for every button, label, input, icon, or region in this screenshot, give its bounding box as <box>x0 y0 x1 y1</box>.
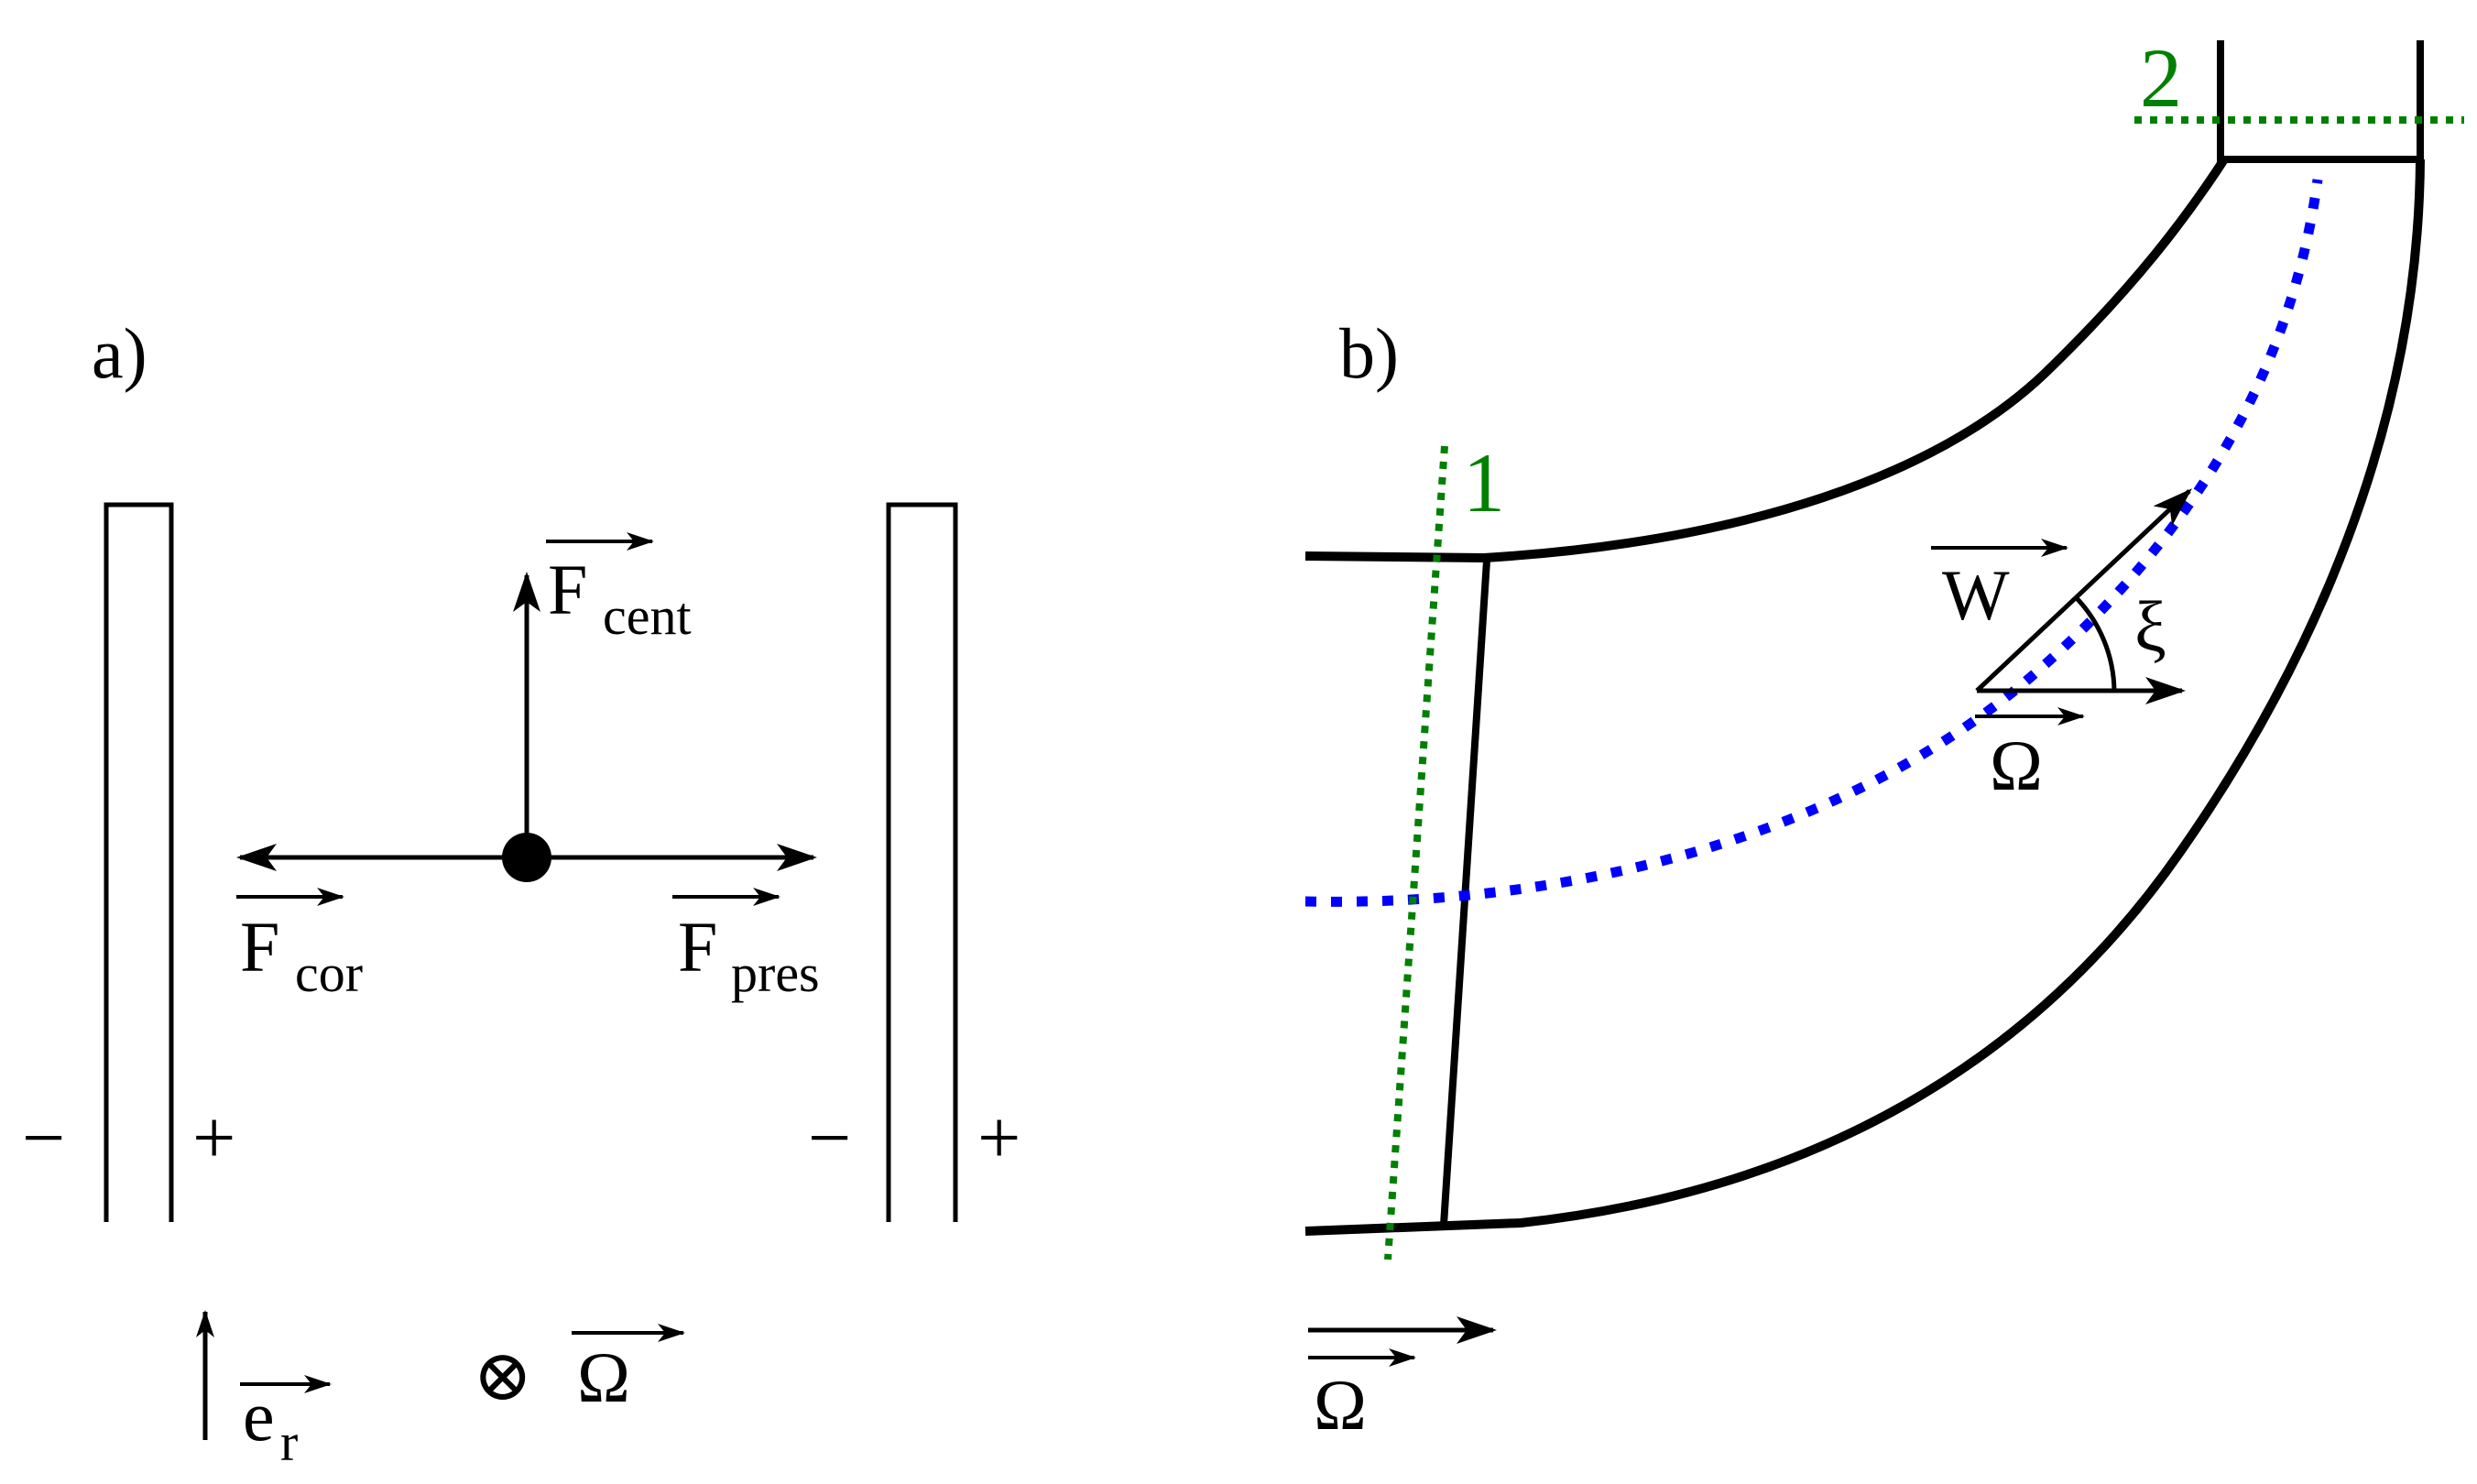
force-cent-symbol: F <box>548 550 587 629</box>
mean-streamline <box>1304 179 2323 907</box>
force-pres-label: F pres <box>672 888 820 1003</box>
rotation-omega-a: Ω <box>577 1337 630 1417</box>
section-1-label: 1 <box>1463 436 1505 529</box>
right-blade <box>886 502 958 1222</box>
panel-a-label: a) <box>92 313 147 393</box>
radial-basis-vector: e r <box>196 1310 332 1472</box>
force-cent-label: F cent <box>546 532 692 646</box>
angle-arc <box>2074 595 2117 692</box>
force-cent-subscript: cent <box>603 586 692 646</box>
panel-b-label: b) <box>1339 313 1399 393</box>
rotation-vector-a: ⊗ Ω <box>473 1324 685 1417</box>
force-pres-subscript: pres <box>731 944 820 1003</box>
force-cor-label: F cor <box>236 888 363 1003</box>
into-page-icon: ⊗ <box>473 1336 532 1415</box>
left-blade-plus: + <box>192 1096 235 1181</box>
basis-symbol: e <box>243 1376 275 1456</box>
section-1-line <box>1384 445 1448 1260</box>
omega-bottom-label: Ω <box>1314 1365 1367 1445</box>
right-blade-plus: + <box>977 1096 1020 1181</box>
velocity-w-label: W <box>1942 555 2010 635</box>
basis-subscript: r <box>280 1413 298 1472</box>
left-blade-minus: − <box>22 1096 65 1181</box>
channel-lower-wall <box>1304 158 2425 1236</box>
rotation-omega-bottom: Ω <box>1308 1316 1497 1445</box>
section-2-label: 2 <box>2140 31 2182 125</box>
left-blade <box>104 502 174 1222</box>
angle-xi-label: ξ <box>2134 586 2166 666</box>
omega-blade-label: Ω <box>1990 726 2043 805</box>
fluid-particle <box>502 833 551 882</box>
panel-a: a) − + − + F cent F cor F pres <box>22 313 1020 1472</box>
rotation-omega-blade: Ω <box>1975 677 2186 805</box>
force-cor-symbol: F <box>240 907 279 987</box>
velocity-w: W <box>1931 488 2192 693</box>
force-cor-subscript: cor <box>295 944 363 1003</box>
force-pres-symbol: F <box>678 907 717 987</box>
channel-upper-wall <box>1304 157 2229 563</box>
panel-b: b) 1 2 W Ω ξ <box>1304 31 2464 1445</box>
right-blade-minus: − <box>808 1096 851 1181</box>
velocity-w-arrow <box>1975 488 2192 693</box>
